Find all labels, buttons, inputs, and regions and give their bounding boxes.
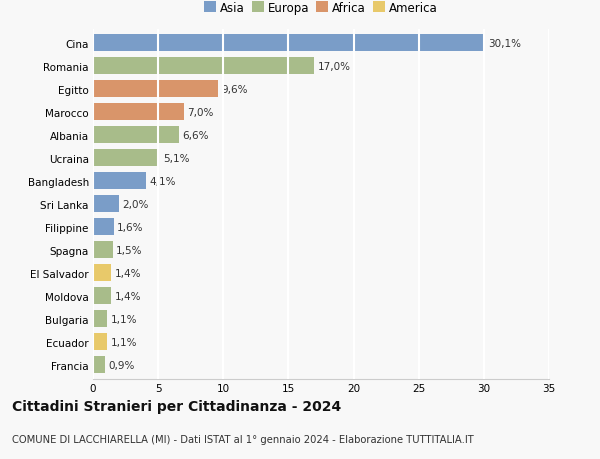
Text: 9,6%: 9,6%	[221, 84, 248, 95]
Bar	[93, 265, 111, 281]
Bar	[93, 311, 107, 327]
Text: 1,4%: 1,4%	[115, 268, 141, 278]
Bar	[93, 334, 107, 350]
Text: 1,6%: 1,6%	[117, 222, 143, 232]
Text: 1,5%: 1,5%	[116, 245, 142, 255]
Text: 0,9%: 0,9%	[108, 360, 134, 370]
Text: Cittadini Stranieri per Cittadinanza - 2024: Cittadini Stranieri per Cittadinanza - 2…	[12, 399, 341, 413]
Bar	[93, 219, 114, 235]
Text: 1,4%: 1,4%	[115, 291, 141, 301]
Text: 2,0%: 2,0%	[122, 199, 149, 209]
Text: 7,0%: 7,0%	[187, 107, 214, 118]
Text: 30,1%: 30,1%	[488, 39, 521, 49]
Text: 6,6%: 6,6%	[182, 130, 209, 140]
Bar	[93, 173, 146, 190]
Bar	[93, 357, 105, 373]
Text: 4,1%: 4,1%	[149, 176, 176, 186]
Bar	[93, 58, 314, 75]
Bar	[93, 81, 218, 98]
Text: COMUNE DI LACCHIARELLA (MI) - Dati ISTAT al 1° gennaio 2024 - Elaborazione TUTTI: COMUNE DI LACCHIARELLA (MI) - Dati ISTAT…	[12, 434, 474, 444]
Text: 17,0%: 17,0%	[318, 62, 351, 72]
Text: 1,1%: 1,1%	[110, 314, 137, 324]
Text: 5,1%: 5,1%	[163, 153, 189, 163]
Bar	[93, 127, 179, 144]
Legend: Asia, Europa, Africa, America: Asia, Europa, Africa, America	[202, 0, 440, 17]
Bar	[93, 150, 160, 167]
Bar	[93, 35, 485, 52]
Text: 1,1%: 1,1%	[110, 337, 137, 347]
Bar	[93, 104, 184, 121]
Bar	[93, 288, 111, 304]
Bar	[93, 196, 119, 213]
Bar	[93, 242, 113, 258]
